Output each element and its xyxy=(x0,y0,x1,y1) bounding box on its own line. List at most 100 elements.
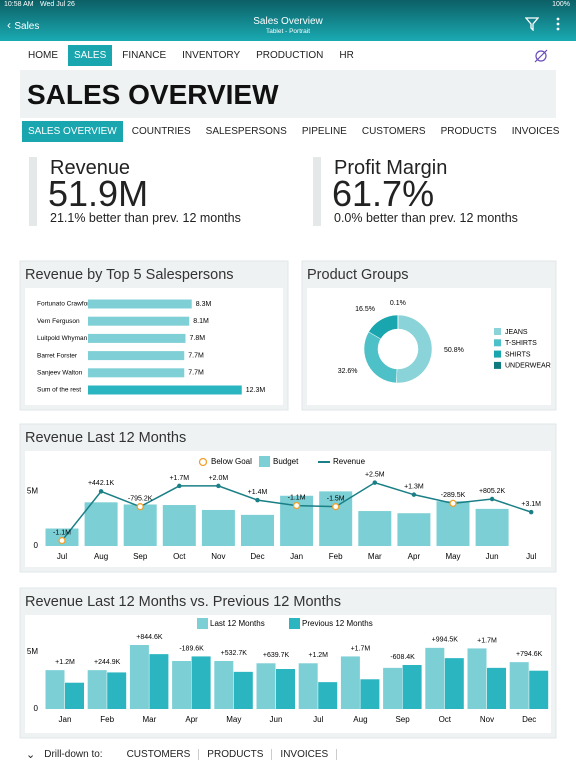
chevron[interactable]: ⌄ xyxy=(26,748,36,761)
legend-label: T-SHIRTS xyxy=(505,340,537,347)
point-label: -795.2K xyxy=(128,496,153,503)
x-tick-label: Mar xyxy=(143,715,157,724)
header-subtitle: Tablet - Portrait xyxy=(265,28,311,35)
bar xyxy=(256,663,276,709)
tab[interactable]: SALES OVERVIEW xyxy=(22,121,123,142)
legend-label: JEANS xyxy=(505,329,528,336)
charts: Revenue by Top 5 Salespersons Fortunato C… xyxy=(19,260,557,739)
more-icon[interactable] xyxy=(555,16,561,32)
legend-swatch xyxy=(494,361,501,369)
nav-item[interactable]: HOME xyxy=(28,50,58,61)
legend-label: Revenue xyxy=(333,457,366,466)
value-label: 7.8M xyxy=(190,335,206,342)
bar xyxy=(87,670,107,709)
kpi-value: 61.7% xyxy=(332,173,435,214)
title-panel: SALES OVERVIEW xyxy=(20,70,556,118)
bar xyxy=(529,670,549,709)
nav-item[interactable]: HR xyxy=(339,50,354,61)
budget-bar xyxy=(241,514,274,546)
x-tick-label: Dec xyxy=(250,552,264,561)
budget-bar xyxy=(162,505,196,546)
bar-label: Barret Forster xyxy=(37,352,78,359)
back-label[interactable]: Sales xyxy=(14,21,40,32)
pair-label: +994.5K xyxy=(432,637,459,644)
point-label: +2.0M xyxy=(209,475,229,482)
x-tick-label: Sep xyxy=(133,552,148,561)
point-label: +1.4M xyxy=(248,489,268,496)
legend-swatch xyxy=(259,456,270,467)
bar xyxy=(383,667,403,709)
bar-label: Fortunato Crawford xyxy=(37,301,93,308)
drill-link[interactable]: CUSTOMERS xyxy=(119,748,200,760)
point-label: +1.3M xyxy=(404,484,424,491)
bar xyxy=(88,333,186,343)
bar xyxy=(340,656,360,709)
below-goal-marker xyxy=(332,503,340,511)
budget-bar xyxy=(475,508,509,546)
y-tick-label: 0 xyxy=(34,704,39,713)
point-label: +2.5M xyxy=(365,471,385,478)
bar xyxy=(88,385,242,395)
kpi-note: 0.0% better than prev. 12 months xyxy=(334,211,518,225)
revenue-point xyxy=(255,497,260,503)
slice-label: 0.1% xyxy=(390,300,406,307)
legend-label: SHIRTS xyxy=(505,351,531,358)
budget-bar xyxy=(201,509,235,546)
bar xyxy=(191,656,211,709)
nav-item[interactable]: INVENTORY xyxy=(182,50,241,61)
value-label: 8.1M xyxy=(193,318,209,325)
drill-link[interactable]: INVOICES xyxy=(272,748,338,760)
nav-item[interactable]: FINANCE xyxy=(122,50,167,61)
budget-bar xyxy=(84,502,118,546)
kpi-bar xyxy=(29,157,37,226)
legend-swatch xyxy=(197,618,208,629)
tab[interactable]: PIPELINE xyxy=(301,126,347,137)
revenue-point xyxy=(372,480,378,485)
legend-label: Budget xyxy=(273,457,299,466)
back-button[interactable]: ‹ Sales xyxy=(7,18,40,32)
bar xyxy=(425,647,445,709)
pair-label: +1.2M xyxy=(308,652,328,659)
slice-label: 50.8% xyxy=(444,347,464,354)
nav-item[interactable]: SALES xyxy=(68,45,113,66)
bar xyxy=(276,669,295,709)
filter-icon[interactable] xyxy=(525,17,539,31)
bar xyxy=(233,671,253,709)
x-tick-label: Jun xyxy=(270,715,283,724)
bar xyxy=(149,654,169,709)
bar xyxy=(402,665,422,709)
pair-label: +1.2M xyxy=(55,659,75,666)
value-label: 7.7M xyxy=(188,370,204,377)
tab[interactable]: SALESPERSONS xyxy=(205,126,287,137)
time: 10:58 AM xyxy=(4,1,34,8)
kpi-label: Profit Margin xyxy=(334,157,448,179)
x-tick-label: May xyxy=(445,552,460,561)
tab[interactable]: CUSTOMERS xyxy=(361,126,426,137)
tab[interactable]: PRODUCTS xyxy=(440,126,497,137)
y-tick-label: 5M xyxy=(27,647,38,656)
drill-link[interactable]: PRODUCTS xyxy=(199,748,273,760)
point-label: -1.1M xyxy=(288,494,306,501)
bar xyxy=(360,679,380,709)
pair-label: +639.7K xyxy=(263,652,290,659)
nav-item[interactable]: PRODUCTION xyxy=(256,50,324,61)
revenue-point xyxy=(98,489,104,494)
bar xyxy=(487,667,506,709)
x-tick-label: Feb xyxy=(100,715,114,724)
x-tick-label: Aug xyxy=(353,715,367,724)
bar xyxy=(45,670,65,709)
revenue-point xyxy=(528,509,534,515)
x-tick-label: May xyxy=(226,715,241,724)
pair-label: +1.7M xyxy=(351,645,371,652)
tab[interactable]: COUNTRIES xyxy=(131,126,191,137)
tab[interactable]: INVOICES xyxy=(511,126,560,137)
x-tick-label: Jun xyxy=(486,552,499,561)
revenue-point xyxy=(177,483,182,489)
bar-label: Sum of the rest xyxy=(37,387,81,394)
bar xyxy=(318,682,338,709)
settings-icon[interactable] xyxy=(533,48,549,64)
budget-bar xyxy=(123,504,157,546)
y-tick-label: 0 xyxy=(34,541,39,550)
pair-label: +844.6K xyxy=(136,634,163,641)
